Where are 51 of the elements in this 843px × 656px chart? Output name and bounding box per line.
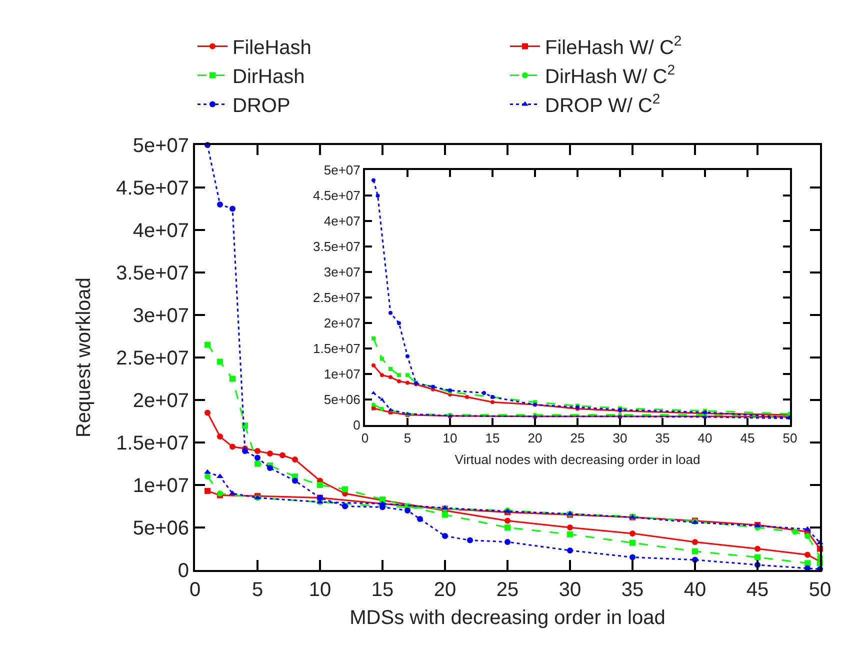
y-tick-label: 2e+07 (324, 316, 360, 331)
y-tick-label: 1e+07 (132, 475, 189, 497)
y-tick-label: 2.5e+07 (313, 290, 360, 306)
x-tick-label: 25 (570, 430, 585, 446)
x-tick-label: 30 (612, 430, 628, 446)
y-axis-title: Request workload (73, 277, 96, 438)
y-tick-label: 4.5e+07 (116, 178, 189, 200)
x-tick-label: 50 (782, 430, 798, 446)
y-tick-label: 5e+06 (324, 392, 360, 408)
y-tick-label: 1.5e+07 (116, 432, 189, 454)
x-tick-label: 45 (740, 430, 755, 446)
x-tick-label: 40 (698, 430, 712, 446)
x-tick-label: 35 (655, 430, 670, 446)
legend-label: DirHash (232, 66, 305, 88)
x-tick-label: 5 (252, 579, 264, 601)
y-tick-label: 5e+07 (132, 135, 189, 157)
y-tick-label: 3.5e+07 (116, 262, 189, 284)
x-tick-label: 15 (485, 430, 500, 446)
x-tick-label: 10 (308, 579, 332, 601)
y-tick-label: 4e+07 (132, 220, 189, 242)
y-tick-label: 3.5e+07 (313, 239, 360, 254)
y-tick-label: 3e+07 (324, 264, 360, 280)
y-tick-label: 0 (178, 560, 189, 582)
y-tick-label: 5e+06 (132, 518, 189, 540)
y-tick-label: 2.5e+07 (116, 348, 189, 370)
x-tick-label: 40 (684, 579, 706, 601)
legend-label: FileHash W/ C$^{2}$ (545, 32, 682, 60)
y-tick-label: 3e+07 (132, 305, 189, 327)
legend-label: DROP W/ C$^{2}$ (545, 90, 660, 118)
x-tick-label: 10 (442, 430, 458, 446)
y-tick-label: 0 (353, 418, 360, 433)
y-tick-label: 4e+07 (324, 214, 360, 229)
x-tick-label: 30 (558, 579, 582, 601)
y-tick-label: 1.5e+07 (313, 341, 360, 356)
x-tick-label: 45 (746, 579, 769, 601)
y-tick-label: 5e+07 (324, 162, 360, 178)
legend-label: FileHash (232, 37, 312, 60)
x-tick-label: 5 (404, 430, 412, 446)
legend-label: DROP (232, 95, 290, 118)
x-tick-label: 50 (808, 579, 832, 601)
x-tick-label: 15 (371, 579, 394, 601)
x-tick-label: 25 (496, 579, 519, 601)
x-axis-title: MDSs with decreasing order in load (350, 607, 666, 629)
x-axis-title: Virtual nodes with decreasing order in load (454, 452, 700, 467)
x-tick-label: 20 (528, 430, 542, 446)
legend-label: DirHash W/ C$^{2}$ (545, 62, 676, 88)
x-tick-label: 35 (621, 579, 644, 601)
x-tick-label: 20 (434, 579, 456, 601)
y-tick-label: 1e+07 (324, 366, 360, 382)
y-tick-label: 4.5e+07 (313, 188, 360, 204)
y-tick-label: 2e+07 (132, 390, 189, 412)
